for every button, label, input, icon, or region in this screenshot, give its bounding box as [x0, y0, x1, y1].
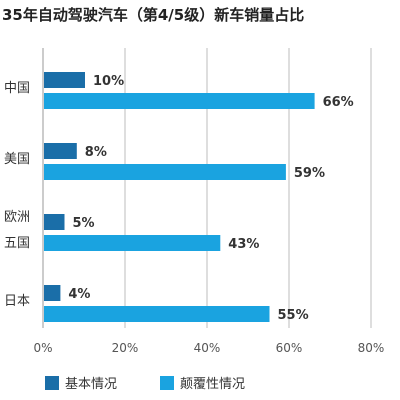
legend-swatch — [45, 376, 59, 390]
bar-disruptive — [44, 306, 270, 322]
bar-disruptive — [44, 164, 286, 180]
bar-disruptive — [44, 93, 315, 109]
legend-label: 基本情况 — [65, 377, 117, 392]
data-label: 10% — [93, 74, 124, 89]
legend-swatch — [160, 376, 174, 390]
category-label: 中国 — [4, 81, 30, 96]
data-label: 43% — [228, 237, 259, 252]
bar-base — [44, 285, 61, 301]
x-tick-label: 0% — [33, 341, 52, 355]
bar-base — [44, 143, 77, 159]
legend: 基本情况 颠覆性情况 — [45, 376, 245, 392]
category-label: 日本 — [4, 294, 30, 309]
bar-disruptive — [44, 235, 221, 251]
data-label: 8% — [85, 145, 107, 160]
data-label: 66% — [323, 95, 354, 110]
data-label: 59% — [294, 166, 325, 181]
data-label: 55% — [278, 308, 309, 323]
category-label: 欧洲 — [4, 210, 30, 225]
gridlines — [42, 48, 372, 328]
x-tick-label: 80% — [358, 341, 385, 355]
x-tick-labels: 0% 20% 40% 60% 80% — [33, 341, 384, 355]
x-tick-label: 40% — [194, 341, 221, 355]
category-label: 美国 — [4, 152, 30, 167]
bar-base — [44, 72, 85, 88]
bar-base — [44, 214, 65, 230]
data-labels: 10% 66% 8% 59% 5% 43% 4% 55% — [68, 74, 353, 323]
data-label: 4% — [68, 287, 90, 302]
x-tick-label: 60% — [276, 341, 303, 355]
legend-label: 颠覆性情况 — [180, 377, 245, 392]
bars — [44, 72, 315, 322]
chart-title: 35年自动驾驶汽车（第4/5级）新车销量占比 — [2, 6, 304, 24]
category-label: 五国 — [4, 236, 30, 251]
data-label: 5% — [73, 216, 95, 231]
x-tick-label: 20% — [112, 341, 139, 355]
